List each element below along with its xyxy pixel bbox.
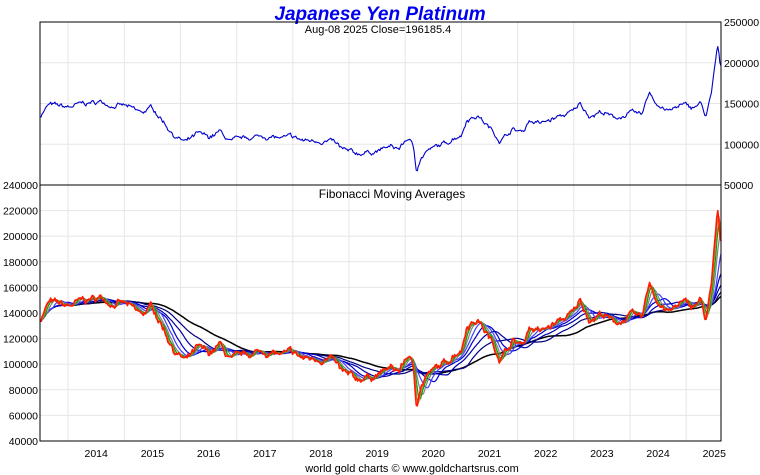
ma-panel-frame bbox=[39, 184, 722, 442]
x-tick-label-year: 2025 bbox=[703, 448, 727, 460]
ma-axis-y-ticks: 240000 220000 200000 180000 160000 14000… bbox=[3, 180, 38, 448]
ma-line-ma-144 bbox=[39, 291, 722, 375]
ma-line-ma-233 bbox=[39, 295, 722, 375]
ma-y-tick-label: 180000 bbox=[3, 257, 38, 269]
ma-y-tick-label: 40000 bbox=[9, 436, 38, 448]
x-tick-label-year: 2024 bbox=[646, 448, 670, 460]
price-y-tick-label: 100000 bbox=[724, 139, 759, 151]
ma-y-tick-label: 240000 bbox=[3, 180, 38, 192]
price-line bbox=[39, 45, 722, 172]
ma-panel-title: Fibonacci Moving Averages bbox=[319, 187, 466, 201]
price-axis-ticks: 250000 200000 150000 100000 50000 bbox=[724, 17, 759, 192]
price-y-tick-label: 250000 bbox=[724, 17, 759, 29]
x-tick-label-year: 2022 bbox=[534, 448, 558, 460]
price-panel-gridlines bbox=[40, 21, 721, 186]
price-y-tick-label: 50000 bbox=[724, 180, 753, 192]
moving-average-series-group bbox=[39, 209, 722, 407]
x-tick-label-year: 2015 bbox=[141, 448, 165, 460]
x-tick-label-year: 2016 bbox=[197, 448, 221, 460]
x-tick-label-year: 2018 bbox=[309, 448, 333, 460]
ma-axis-x-ticks: 2014 2015 2016 2017 2018 2019 2020 2021 … bbox=[85, 448, 727, 460]
x-tick-label-year: 2020 bbox=[422, 448, 446, 460]
price-y-tick-label: 200000 bbox=[724, 58, 759, 70]
x-tick-label-year: 2014 bbox=[85, 448, 109, 460]
x-tick-label-year: 2021 bbox=[478, 448, 502, 460]
ma-y-tick-label: 220000 bbox=[3, 206, 38, 218]
price-series-group bbox=[39, 45, 722, 172]
x-tick-label-year: 2017 bbox=[253, 448, 277, 460]
ma-y-tick-label: 120000 bbox=[3, 334, 38, 346]
x-tick-label-year: 2019 bbox=[365, 448, 389, 460]
ma-y-tick-label: 200000 bbox=[3, 231, 38, 243]
ma-line-price bbox=[39, 209, 722, 407]
price-y-tick-label: 150000 bbox=[724, 99, 759, 111]
footer-credit: world gold charts © www.goldchartsrus.co… bbox=[304, 463, 519, 475]
ma-line-ma-89 bbox=[39, 284, 722, 378]
chart-title: Japanese Yen Platinum bbox=[274, 4, 485, 25]
ma-y-tick-label: 140000 bbox=[3, 308, 38, 320]
ma-y-tick-label: 60000 bbox=[9, 410, 38, 422]
ma-line-ma-55 bbox=[39, 273, 722, 383]
ma-y-tick-label: 100000 bbox=[3, 359, 38, 371]
chart-subtitle: Aug-08 2025 Close=196185.4 bbox=[305, 24, 451, 36]
x-tick-label-year: 2023 bbox=[590, 448, 614, 460]
ma-y-tick-label: 80000 bbox=[9, 385, 38, 397]
ma-y-tick-label: 160000 bbox=[3, 282, 38, 294]
